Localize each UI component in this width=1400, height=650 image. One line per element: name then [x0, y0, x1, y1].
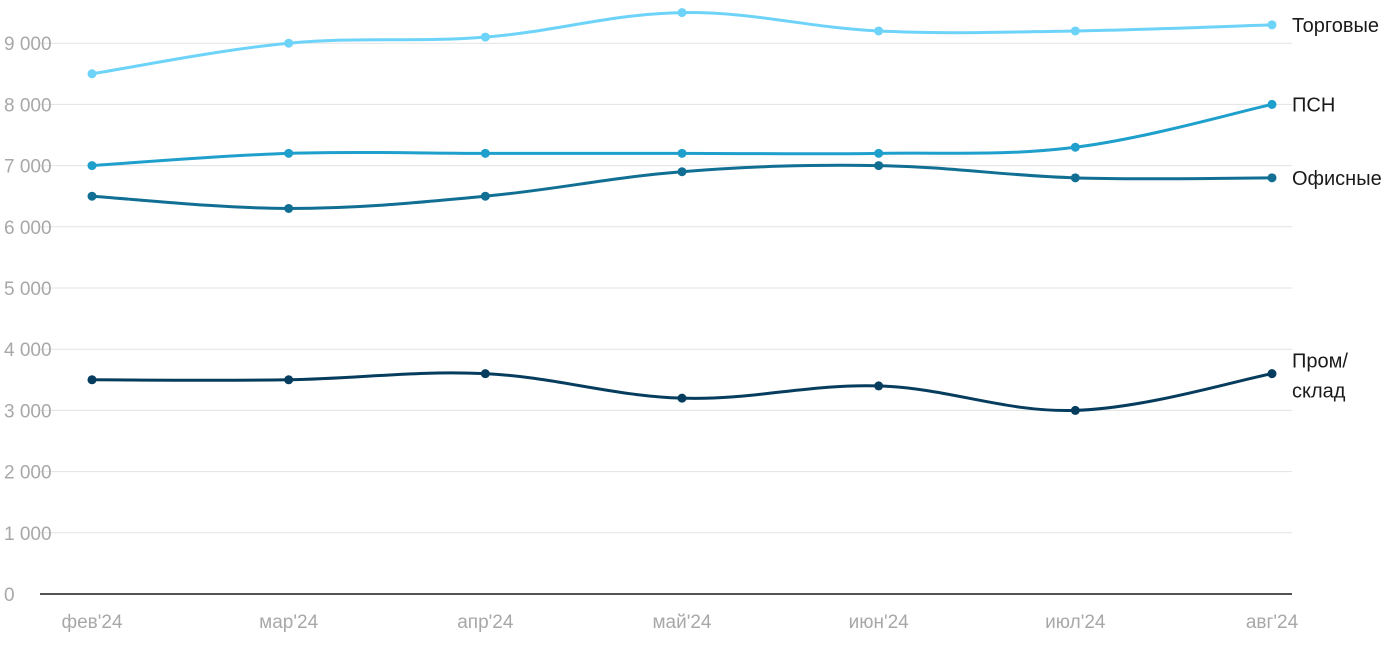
data-point: [677, 167, 687, 177]
x-tick-label: июн'24: [849, 612, 910, 633]
series-lines: [87, 8, 1277, 415]
data-point: [1267, 20, 1277, 30]
x-tick-label: июл'24: [1045, 612, 1106, 633]
data-point: [87, 191, 97, 201]
y-tick-label: 8 000: [4, 95, 52, 116]
series-label: ПСН: [1292, 94, 1335, 116]
data-point: [87, 69, 97, 79]
grid: [40, 42, 1292, 595]
y-tick-label: 6 000: [4, 218, 52, 239]
series-1: [87, 99, 1277, 171]
data-point: [1267, 99, 1277, 109]
data-point: [87, 161, 97, 171]
data-point: [480, 148, 490, 158]
y-tick-label: 2 000: [4, 463, 52, 484]
data-point: [480, 369, 490, 379]
data-point: [1070, 142, 1080, 152]
data-point: [480, 32, 490, 42]
data-point: [284, 148, 294, 158]
data-point: [874, 381, 884, 391]
x-tick-label: авг'24: [1246, 612, 1299, 633]
data-point: [284, 375, 294, 385]
series-0: [87, 8, 1277, 79]
series-3: [87, 369, 1277, 415]
y-tick-label: 9 000: [4, 34, 52, 55]
data-point: [1070, 173, 1080, 183]
series-2: [87, 161, 1277, 213]
data-point: [874, 26, 884, 36]
data-point: [284, 38, 294, 48]
y-tick-label: 3 000: [4, 401, 52, 422]
x-axis-ticks: фев'24 мар'24 апр'24 май'24 июн'24 июл'24 авг'…: [61, 612, 1298, 633]
y-tick-label: 1 000: [4, 524, 52, 545]
series-labels: Торговые ПСН Офисные Пром/склад: [1292, 15, 1382, 403]
data-point: [1267, 369, 1277, 379]
y-tick-label: 5 000: [4, 279, 52, 300]
x-tick-label: май'24: [652, 612, 711, 633]
data-point: [284, 203, 294, 213]
data-point: [480, 191, 490, 201]
series-label: Пром/склад: [1292, 351, 1348, 403]
y-axis-ticks: 0 1 000 2 000 3 000 4 000 5 000 6 000 7 000 8 00…: [4, 34, 52, 606]
x-tick-label: мар'24: [259, 612, 318, 633]
data-point: [677, 393, 687, 403]
series-label: Торговые: [1292, 15, 1379, 37]
y-tick-label: 4 000: [4, 340, 52, 361]
data-point: [1070, 405, 1080, 415]
x-tick-label: фев'24: [61, 612, 122, 633]
data-point: [874, 161, 884, 171]
data-point: [87, 375, 97, 385]
data-point: [677, 148, 687, 158]
y-tick-label: 0: [4, 585, 15, 606]
series-line: [90, 371, 1274, 412]
series-label: Офисные: [1292, 168, 1382, 190]
data-point: [874, 148, 884, 158]
data-point: [677, 8, 687, 18]
y-tick-label: 7 000: [4, 157, 52, 178]
data-point: [1267, 173, 1277, 183]
x-tick-label: апр'24: [457, 612, 514, 633]
data-point: [1070, 26, 1080, 36]
